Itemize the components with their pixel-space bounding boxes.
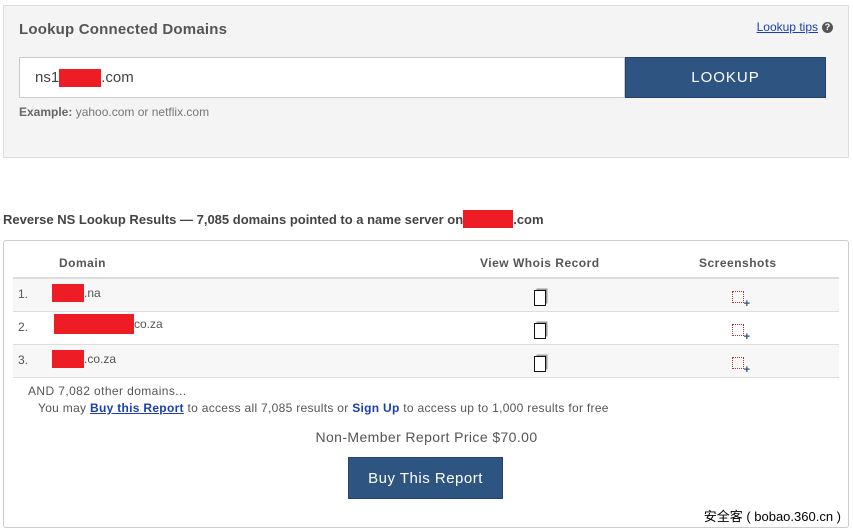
- lookup-tips-link[interactable]: Lookup tips: [756, 20, 818, 34]
- access-note: You may Buy this Report to access all 7,…: [38, 401, 609, 415]
- lookup-tips: Lookup tips ?: [757, 20, 833, 34]
- redaction: [52, 284, 84, 302]
- domain-link[interactable]: .co.za: [52, 350, 116, 368]
- redaction: [59, 68, 102, 87]
- column-domain: Domain: [59, 256, 107, 270]
- example-text: yahoo.com or netflix.com: [75, 105, 210, 119]
- domain-link[interactable]: .na: [52, 284, 101, 302]
- row-number: 2.: [18, 320, 29, 334]
- input-suffix: .com: [101, 69, 134, 86]
- watermark: 安全客 ( bobao.360.cn ): [703, 509, 841, 524]
- results-box: [3, 240, 849, 528]
- domain-suffix: co.za: [134, 317, 163, 331]
- buy-report-link[interactable]: Buy this Report: [90, 401, 184, 415]
- table-row: 1. .na: [13, 279, 839, 312]
- help-icon[interactable]: ?: [822, 21, 833, 33]
- input-prefix: ns1: [35, 69, 60, 86]
- example-label: Example:: [19, 105, 73, 119]
- sign-up-link[interactable]: Sign Up: [352, 401, 400, 415]
- results-heading-text: Reverse NS Lookup Results — 7,085 domain…: [3, 211, 464, 227]
- note-text: to access up to 1,000 results for free: [399, 401, 609, 415]
- redaction: [54, 314, 134, 334]
- domain-link[interactable]: co.za: [54, 314, 163, 334]
- header-divider: [13, 277, 839, 279]
- whois-record-icon[interactable]: [534, 290, 546, 306]
- screenshot-icon[interactable]: [732, 324, 750, 343]
- row-number: 3.: [18, 353, 29, 367]
- screenshot-icon[interactable]: [732, 291, 750, 310]
- note-text: You may: [38, 401, 90, 415]
- example-hint: Example: yahoo.com or netflix.com: [19, 105, 209, 119]
- table-row: 3. .co.za: [13, 345, 839, 378]
- domain-suffix: .na: [84, 286, 101, 300]
- lookup-title: Lookup Connected Domains: [19, 21, 228, 38]
- domain-input[interactable]: ns1 .com: [19, 57, 625, 98]
- redaction: [463, 210, 514, 228]
- note-text: to access all 7,085 results or: [183, 401, 353, 415]
- whois-record-icon[interactable]: [534, 323, 546, 339]
- domain-suffix: .co.za: [84, 352, 117, 366]
- column-screenshots: Screenshots: [699, 256, 777, 270]
- screenshot-icon[interactable]: [732, 357, 750, 376]
- redaction: [52, 350, 84, 368]
- lookup-button[interactable]: LOOKUP: [625, 57, 826, 98]
- results-heading-suffix: .com: [513, 211, 544, 227]
- column-whois: View Whois Record: [480, 256, 600, 270]
- report-price: Non-Member Report Price $70.00: [315, 429, 538, 445]
- table-row: 2. co.za: [13, 312, 839, 345]
- row-number: 1.: [18, 287, 29, 301]
- more-domains-text: AND 7,082 other domains...: [28, 384, 187, 398]
- buy-report-button[interactable]: Buy This Report: [348, 457, 503, 499]
- whois-record-icon[interactable]: [534, 356, 546, 372]
- results-heading: Reverse NS Lookup Results — 7,085 domain…: [3, 210, 544, 228]
